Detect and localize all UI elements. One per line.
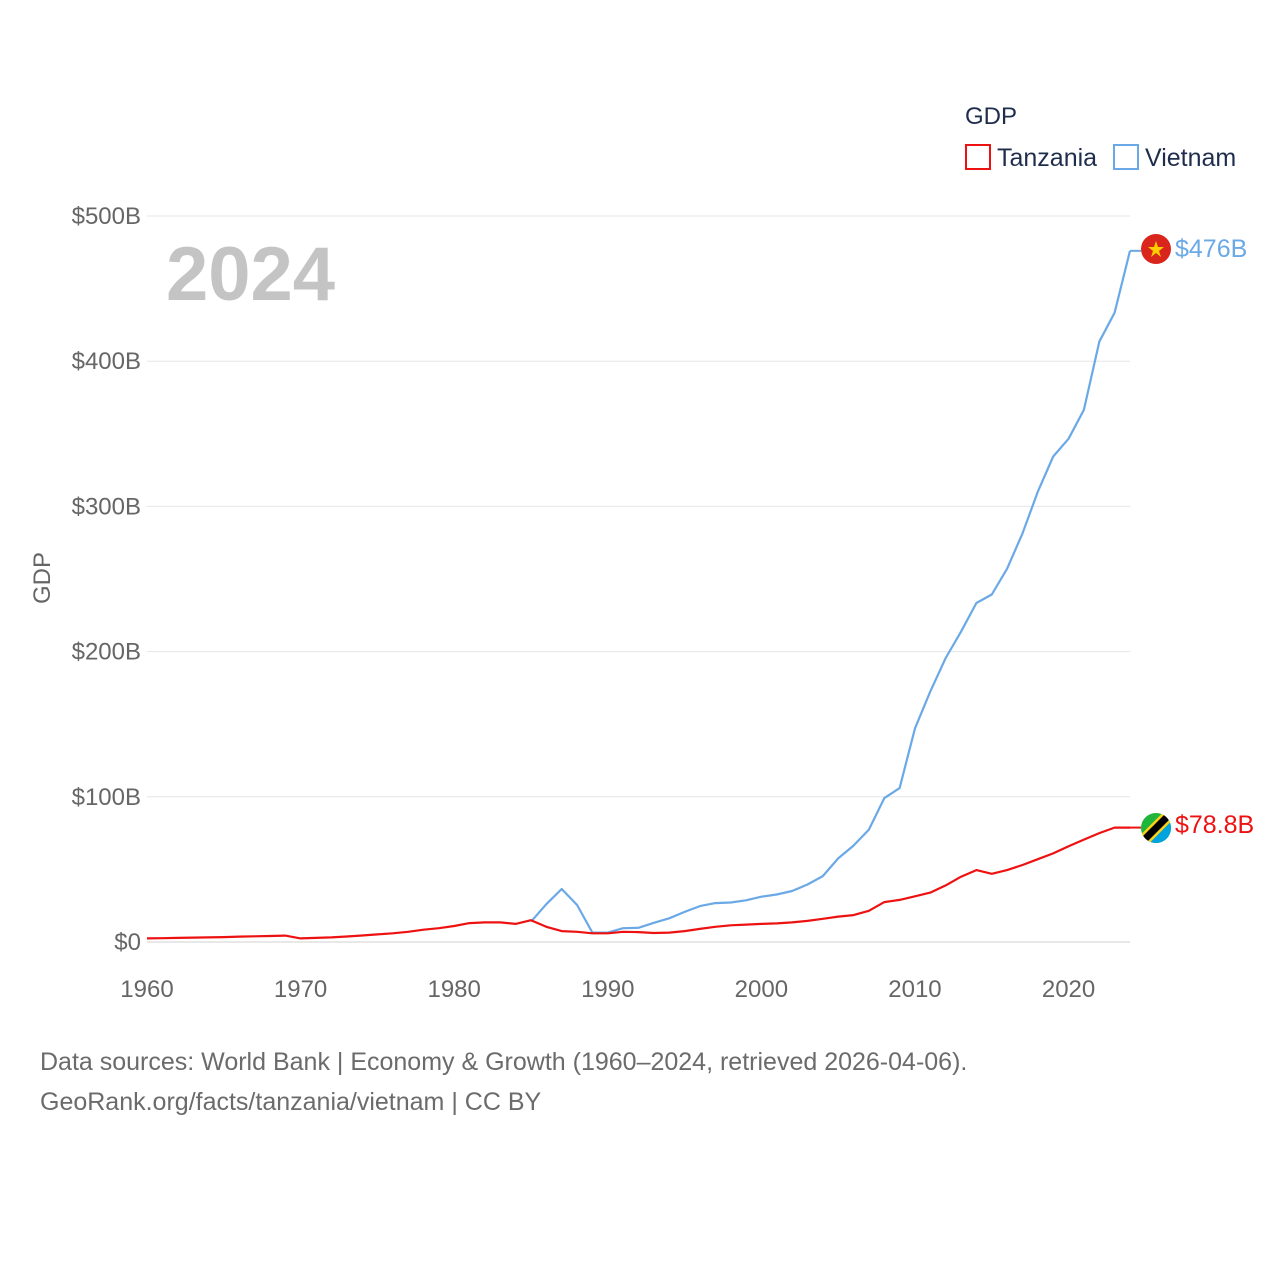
end-label-vietnam: $476B bbox=[1175, 235, 1247, 263]
x-tick-label: 1980 bbox=[427, 976, 480, 1003]
grid-lines bbox=[147, 215, 1130, 943]
y-tick-label: $300B bbox=[72, 493, 141, 520]
series-line-vietnam bbox=[530, 250, 1132, 934]
y-tick-label: $0 bbox=[114, 929, 141, 956]
data-sources-text: Data sources: World Bank | Economy & Gro… bbox=[40, 1048, 968, 1076]
footer: Data sources: World Bank | Economy & Gro… bbox=[40, 1042, 967, 1122]
x-tick-label: 1960 bbox=[120, 976, 173, 1003]
y-axis-title: GDP bbox=[29, 552, 56, 604]
legend: GDP Tanzania Vietnam bbox=[965, 103, 1236, 172]
tanzania-flag-icon bbox=[1141, 813, 1171, 843]
legend-label-vietnam: Vietnam bbox=[1145, 144, 1236, 172]
legend-swatch-tanzania bbox=[965, 144, 991, 170]
x-tick-label: 2010 bbox=[888, 976, 941, 1003]
series-layer bbox=[146, 249, 1141, 940]
legend-label-tanzania: Tanzania bbox=[997, 144, 1097, 172]
x-tick-label: 1990 bbox=[581, 976, 634, 1003]
legend-swatch-vietnam bbox=[1113, 144, 1139, 170]
x-tick-label: 1970 bbox=[274, 976, 327, 1003]
x-tick-label: 2020 bbox=[1042, 976, 1095, 1003]
y-tick-label: $200B bbox=[72, 639, 141, 666]
series-line-tanzania bbox=[146, 826, 1130, 940]
x-axis-ticks: 1960 1970 1980 1990 2000 2010 2020 bbox=[120, 976, 1095, 1003]
y-tick-label: $400B bbox=[72, 348, 141, 375]
y-axis-ticks: $0 $100B $200B $300B $400B $500B bbox=[72, 203, 141, 956]
y-tick-label: $100B bbox=[72, 784, 141, 811]
y-tick-label: $500B bbox=[72, 203, 141, 230]
vietnam-flag-icon bbox=[1141, 234, 1171, 264]
year-label: 2024 bbox=[166, 232, 335, 317]
end-label-tanzania: $78.8B bbox=[1175, 811, 1254, 839]
legend-title: GDP bbox=[965, 103, 1017, 130]
x-tick-label: 2000 bbox=[735, 976, 788, 1003]
credit-link[interactable]: GeoRank.org/facts/tanzania/vietnam | CC … bbox=[40, 1088, 542, 1116]
